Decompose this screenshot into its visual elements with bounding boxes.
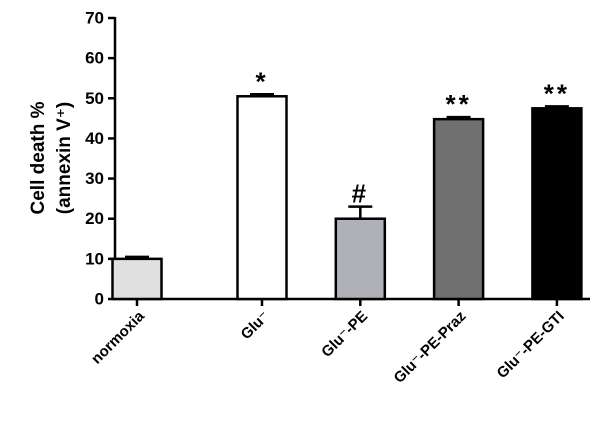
x-tick-label: Glu⁻ — [238, 308, 273, 343]
y-tick-label: 60 — [85, 49, 104, 68]
x-tick-label: Glu⁻-PE — [318, 308, 371, 361]
bar — [236, 95, 288, 301]
bar — [334, 217, 387, 301]
y-axis-title-line: (annexin V⁺) — [54, 102, 75, 214]
bar — [111, 257, 163, 301]
y-axis-title-line: Cell death % — [28, 101, 49, 214]
x-tick-label: Glu⁻-PE-GTI — [494, 308, 568, 382]
y-tick-label: 10 — [85, 249, 104, 268]
y-tick-label: 0 — [95, 289, 104, 308]
y-axis-title: Cell death % (annexin V⁺) — [28, 101, 75, 214]
bar — [531, 107, 583, 301]
y-tick-label: 20 — [85, 209, 104, 228]
x-tick-label: Glu⁻-PE-Praz — [391, 308, 470, 387]
x-tick-label: normoxia — [88, 307, 148, 367]
y-tick-label: 40 — [85, 129, 104, 148]
significance-mark: ** — [445, 89, 471, 119]
y-tick-label: 70 — [85, 8, 104, 27]
y-tick-label: 50 — [85, 89, 104, 108]
significance-mark: ** — [544, 78, 570, 108]
significance-mark: # — [352, 179, 369, 209]
bar — [432, 117, 485, 301]
y-tick-label: 30 — [85, 169, 104, 188]
significance-mark: * — [255, 66, 268, 96]
